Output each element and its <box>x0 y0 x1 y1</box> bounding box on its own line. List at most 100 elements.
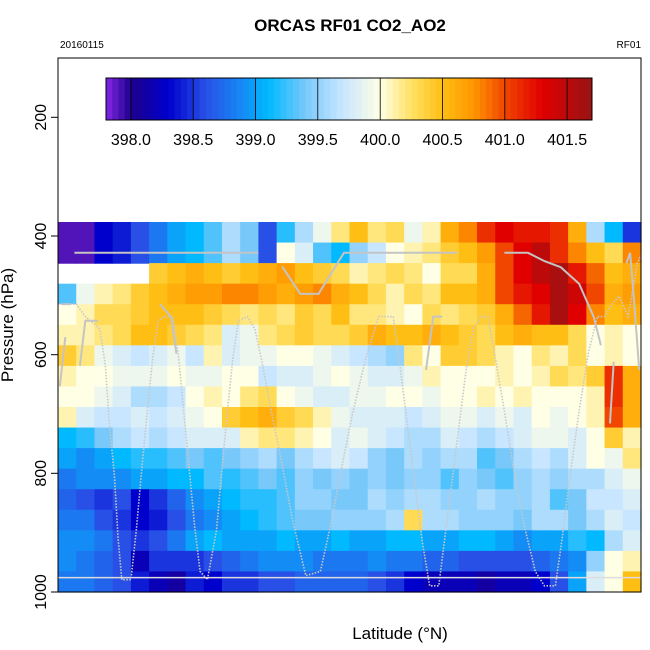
colorbar-swatch <box>299 78 306 120</box>
colorbar-swatch <box>155 78 163 120</box>
heatmap-cell <box>531 283 551 305</box>
heatmap-cell <box>258 304 278 326</box>
heatmap-cell <box>258 324 278 346</box>
heatmap-cell <box>258 550 278 573</box>
heatmap-cell <box>385 407 405 429</box>
heatmap-cell <box>586 365 606 388</box>
heatmap-cell <box>513 283 533 305</box>
heatmap-cell <box>203 571 223 593</box>
heatmap-cell <box>604 448 624 470</box>
heatmap-cell <box>513 427 533 449</box>
heatmap-cell <box>622 468 642 490</box>
heatmap-cell <box>513 407 533 429</box>
heatmap-cell <box>112 345 132 367</box>
heatmap-cell <box>404 550 423 573</box>
heatmap-cell <box>404 283 423 305</box>
heatmap-cell <box>112 283 132 305</box>
heatmap-cell <box>385 304 405 326</box>
heatmap-cell <box>422 468 442 490</box>
heatmap-cell <box>276 304 296 326</box>
heatmap-cell <box>167 324 187 346</box>
heatmap-cell <box>258 407 278 429</box>
heatmap-cell <box>313 386 332 408</box>
heatmap-cell <box>458 324 478 346</box>
heatmap-cell <box>58 448 77 470</box>
colorbar-tick-label: 401.0 <box>485 132 525 149</box>
heatmap-cell <box>367 407 387 429</box>
heatmap-cell <box>531 407 551 429</box>
heatmap-cell <box>203 489 223 511</box>
heatmap-cell <box>531 448 551 470</box>
heatmap-cell <box>622 386 642 408</box>
heatmap-cell <box>385 345 405 367</box>
heatmap-cell <box>440 304 460 326</box>
heatmap-cell <box>76 283 96 305</box>
heatmap-cell <box>294 448 314 470</box>
colorbar-swatch <box>174 78 182 120</box>
colorbar-swatch <box>305 78 313 120</box>
heatmap-cell <box>276 345 296 367</box>
heatmap-cell <box>349 324 369 346</box>
heatmap-cell <box>477 386 496 408</box>
colorbar-swatch <box>118 78 126 120</box>
heatmap-cell <box>203 427 223 449</box>
heatmap-cell <box>294 468 314 490</box>
heatmap-cell <box>568 407 587 429</box>
heatmap-cell <box>58 304 77 326</box>
heatmap-cell <box>477 304 496 326</box>
heatmap-cell <box>422 427 442 449</box>
heatmap-cell <box>331 509 351 531</box>
heatmap-cell <box>604 263 624 285</box>
heatmap-cell <box>586 530 606 552</box>
heatmap-cell <box>513 324 533 346</box>
heatmap-cell <box>240 550 260 573</box>
flight-track-dotted <box>58 254 642 587</box>
heatmap-cell <box>149 571 168 593</box>
heatmap-cell <box>58 222 77 244</box>
heatmap-cell <box>58 571 77 593</box>
heatmap-cell <box>203 324 223 346</box>
heatmap-cell <box>495 489 515 511</box>
colorbar-swatch <box>504 78 512 120</box>
heatmap-cell <box>240 509 260 531</box>
heatmap-cell <box>149 283 168 305</box>
heatmap-cell <box>331 407 351 429</box>
heatmap-cell <box>367 448 387 470</box>
heatmap-cell <box>313 407 332 429</box>
heatmap-cell <box>313 222 332 244</box>
heatmap-cell <box>313 345 332 367</box>
heatmap-cell <box>294 386 314 408</box>
heatmap-cell <box>367 427 387 449</box>
heatmap-cell <box>477 407 496 429</box>
heatmap-cell <box>549 222 569 244</box>
heatmap-cell <box>458 509 478 531</box>
heatmap-cell <box>458 427 478 449</box>
heatmap-cell <box>568 304 587 326</box>
colorbar-swatch <box>349 78 356 120</box>
heatmap-cell <box>349 386 369 408</box>
heatmap-cell <box>385 509 405 531</box>
heatmap-cell <box>549 571 569 593</box>
heatmap-cell <box>422 386 442 408</box>
heatmap-cell <box>185 324 205 346</box>
heatmap-cell <box>404 222 423 244</box>
heatmap-cell <box>349 263 369 285</box>
heatmap-cell <box>112 571 132 593</box>
heatmap-cell <box>513 489 533 511</box>
heatmap-cell <box>331 345 351 367</box>
heatmap-cell <box>367 489 387 511</box>
heatmap-cell <box>495 468 515 490</box>
heatmap-cell <box>404 427 423 449</box>
heatmap-cell <box>112 468 132 490</box>
heatmap-cell <box>313 468 332 490</box>
heatmap-cell <box>495 324 515 346</box>
heatmap-cell <box>276 407 296 429</box>
heatmap-cell <box>477 283 496 305</box>
heatmap-cell <box>477 427 496 449</box>
heatmap-cell <box>604 427 624 449</box>
heatmap-cell <box>604 242 624 264</box>
heatmap-cell <box>149 263 168 285</box>
heatmap-cell <box>258 448 278 470</box>
heatmap-cell <box>385 550 405 573</box>
heatmap-cell <box>240 407 260 429</box>
